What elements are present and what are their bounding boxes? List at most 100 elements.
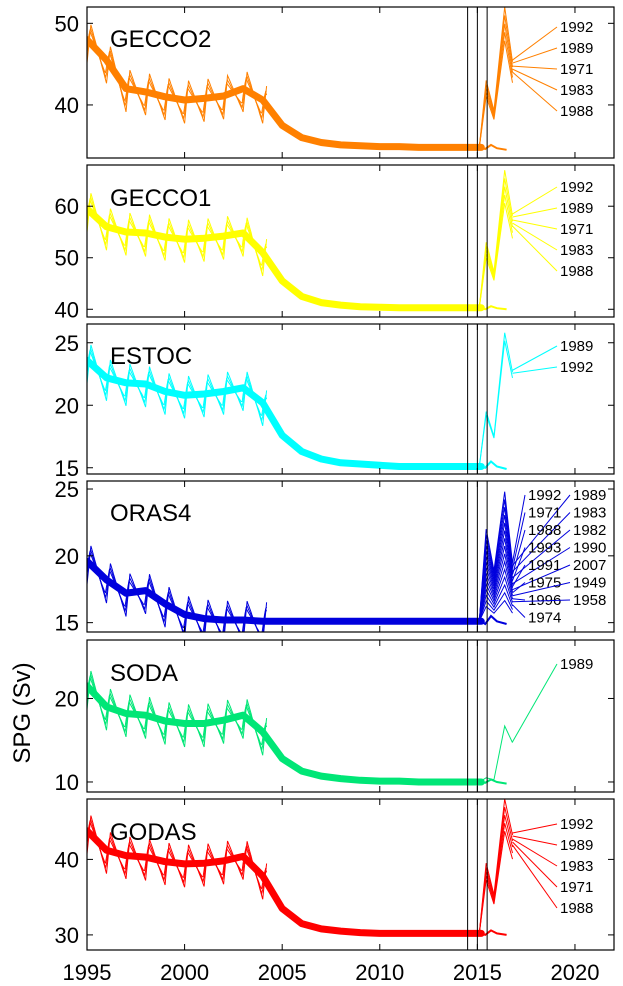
panel-frame [86,323,615,475]
year-label: 1971 [560,221,593,238]
year-label: 1982 [573,522,606,539]
year-label: 1992 [560,19,593,36]
year-leader [512,512,526,569]
hindcast-line [478,7,513,148]
year-label: 1992 [560,816,593,833]
plot-area [87,799,513,937]
year-leader [512,582,526,594]
hindcast-line [478,559,513,622]
year-leader [512,345,558,371]
panel-estoc: 1989 1992 15 20 25 ESTOC [55,323,615,481]
y-tick-label: 50 [55,11,79,36]
x-tick-label: 2015 [453,960,502,985]
hindcast-line [478,40,513,148]
year-leader [512,47,558,64]
y-tick-label: 15 [55,611,79,636]
year-leader [512,71,558,112]
year-leader [512,207,558,218]
panel-frame [86,480,615,633]
y-tick-label: 10 [55,770,79,795]
year-leader [512,599,571,603]
year-label: 1989 [560,656,593,673]
year-label: 1992 [528,487,561,504]
year-label: 2007 [573,557,606,574]
year-leader [512,547,526,581]
year-label: 1988 [560,263,593,280]
year-leader [512,582,571,597]
year-label: 1983 [560,242,593,259]
panel-label: GECCO1 [110,185,211,212]
year-label: 1991 [528,557,561,574]
y-tick-label: 20 [55,393,79,418]
year-leader [512,222,558,251]
panel-gecco1: 1992 1989 1971 1983 1988 40 50 60 GECCO1 [55,164,615,322]
x-tick-label: 2000 [160,960,209,985]
year-leader [512,68,558,91]
plot-area [87,170,513,312]
panel-label: SODA [110,660,178,687]
x-tick-label: 2010 [355,960,404,985]
year-label: 1992 [560,359,593,376]
plot-area [87,7,513,151]
panel-frame [86,639,615,793]
year-label: 1988 [560,900,593,917]
year-leader [512,547,571,585]
year-leader [512,564,571,591]
mean-line [87,557,485,625]
y-tick-label: 25 [55,477,79,502]
hindcast-line [478,831,513,934]
year-label: 1983 [560,82,593,99]
year-leader [512,841,558,888]
hindcast-line [478,553,513,622]
hindcast-line [478,23,513,148]
year-label: 1958 [573,592,606,609]
plot-area [87,332,513,470]
year-leader [512,512,571,572]
year-leader [512,835,558,846]
panel-label: GECCO2 [110,26,211,53]
year-leader [512,494,571,566]
year-label: 1983 [560,858,593,875]
year-leader [512,366,558,374]
year-leader [512,65,558,70]
hindcast-line [478,170,513,308]
x-tick-label: 1995 [63,960,112,985]
year-label: 1975 [528,575,561,592]
mean-line [87,827,485,937]
panel-frame [86,6,615,159]
year-leader [512,598,526,601]
year-label: 1989 [560,40,593,57]
year-leader [512,844,558,909]
hindcast-line [478,203,513,308]
panel-gecco2: 1992 1989 1971 1983 1988 40 50 GECCO2 [55,6,615,159]
year-leader [512,225,558,272]
panel-label: GODAS [110,819,197,846]
year-leader [512,26,558,61]
year-label: 1989 [560,200,593,217]
x-tick-label: 2005 [258,960,307,985]
year-label: 1988 [528,522,561,539]
year-label: 1989 [573,487,606,504]
mean-line [87,682,485,786]
hindcast-line [478,178,513,308]
y-tick-label: 40 [55,297,79,322]
y-tick-label: 40 [55,93,79,118]
mean-line [87,356,485,470]
year-label: 1988 [560,103,593,120]
panel-frame [86,798,615,951]
hindcast-line [478,567,513,622]
year-label: 1990 [573,540,606,557]
year-label: 1971 [528,505,561,522]
ensemble-line [87,545,268,632]
panel-frame [86,164,615,318]
year-label: 1949 [573,575,606,592]
year-leader [512,604,526,618]
year-label: 1989 [560,837,593,854]
panel-label: ORAS4 [110,500,191,527]
y-tick-label: 15 [55,456,79,481]
hindcast-line [479,724,513,783]
year-label: 1974 [528,610,561,627]
hindcast-line [478,591,513,622]
hindcast-line [478,599,513,622]
y-tick-label: 50 [55,246,79,271]
